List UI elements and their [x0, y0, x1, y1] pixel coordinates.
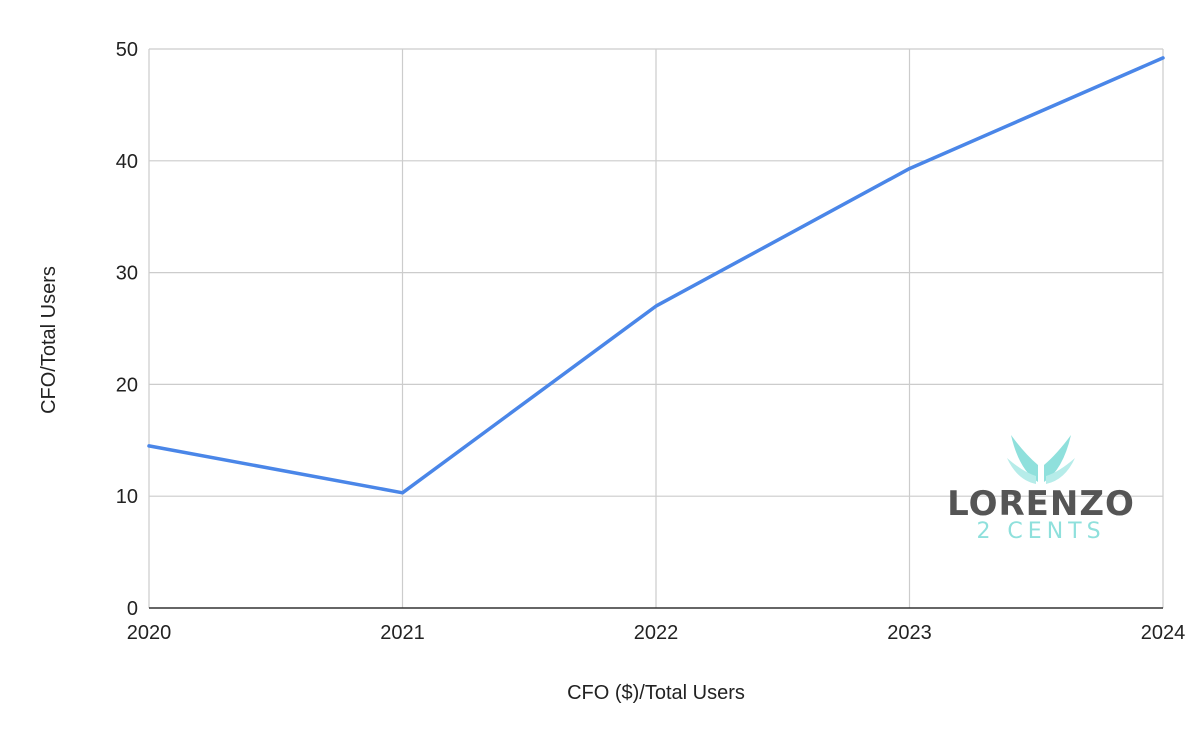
x-tick-label: 2024 — [1141, 622, 1186, 644]
watermark-subtitle: 2 CENTS — [976, 519, 1105, 544]
x-tick-label: 2022 — [634, 622, 679, 644]
y-axis-title: CFO/Total Users — [38, 266, 60, 414]
x-tick-label: 2021 — [380, 622, 425, 644]
series-layer — [147, 56, 1165, 495]
x-axis-title: CFO ($)/Total Users — [567, 682, 745, 704]
y-tick-label: 20 — [116, 374, 138, 396]
y-tick-label: 40 — [116, 151, 138, 173]
grid — [148, 48, 1164, 609]
y-tick-label: 0 — [127, 598, 138, 620]
wing-right-inner — [1046, 458, 1075, 484]
watermark-logo: LORENZO 2 CENTS — [947, 435, 1135, 544]
y-tick-label: 50 — [116, 39, 138, 61]
wings-icon — [1007, 435, 1075, 484]
x-tick-label: 2020 — [127, 622, 172, 644]
wing-right — [1044, 435, 1071, 482]
y-tick-label: 10 — [116, 486, 138, 508]
x-tick-label: 2023 — [887, 622, 932, 644]
watermark-title: LORENZO — [947, 484, 1135, 524]
wing-left — [1011, 435, 1038, 482]
x-axis-ticks: 2020 2021 2022 2023 2024 — [127, 622, 1186, 644]
wing-left-inner — [1007, 458, 1036, 484]
y-tick-label: 30 — [116, 263, 138, 285]
y-axis-ticks: 0 10 20 30 40 50 — [116, 39, 138, 620]
